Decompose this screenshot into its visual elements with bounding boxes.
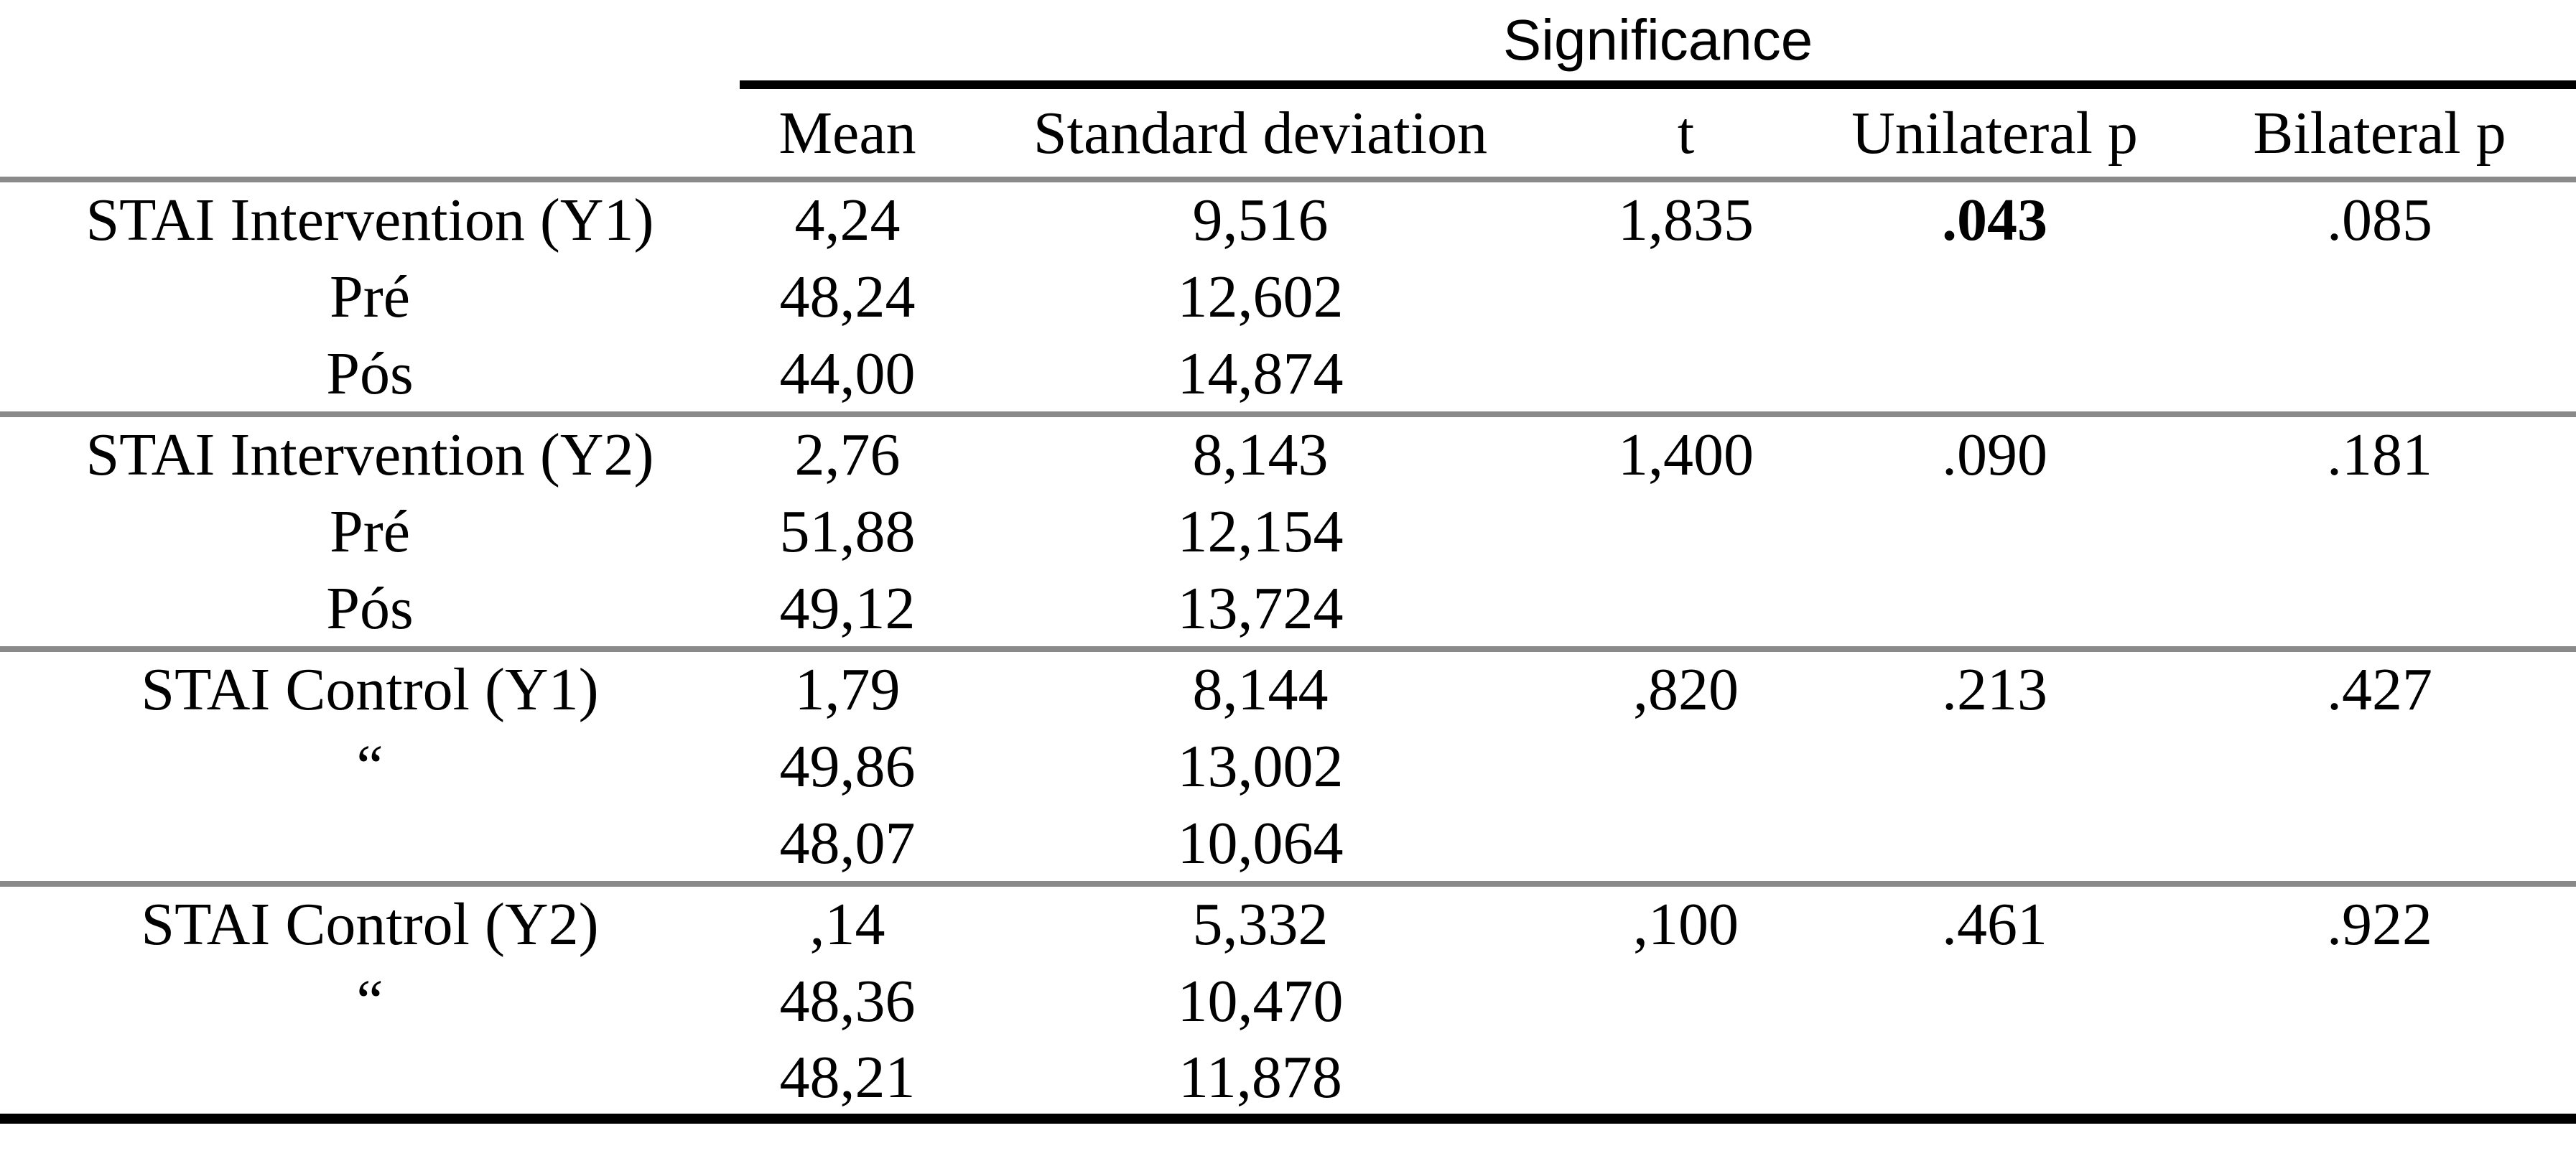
cell-bilateral-p: .181 (2327, 421, 2433, 488)
cell-mean: 48,07 (740, 806, 955, 887)
cell-sd: 8,143 (1192, 421, 1329, 488)
cell-sd: 10,470 (1177, 968, 1344, 1035)
cell-mean: 51,88 (779, 498, 916, 565)
cell-bilateral-p (2183, 962, 2576, 1040)
column-header-row: Mean Standard deviation t Unilateral p B… (0, 85, 2576, 182)
cell-bilateral-p: .085 (2327, 187, 2433, 253)
cell-t (1566, 806, 1806, 887)
row-label: Pós (0, 336, 740, 417)
cell-t (1566, 336, 1806, 417)
column-header-sd: Standard deviation (955, 85, 1566, 182)
table-row: Pré 48,24 12,602 (0, 258, 2576, 336)
cell-unilateral-p (1806, 258, 2183, 336)
row-label: Pré (330, 264, 410, 330)
row-label-ditto: “ (356, 733, 383, 800)
cell-t (1566, 962, 1806, 1040)
cell-bilateral-p: .922 (2327, 891, 2433, 958)
cell-mean: 48,36 (779, 968, 916, 1035)
row-label (0, 806, 740, 887)
cell-unilateral-p: .461 (1942, 891, 2047, 958)
cell-sd: 12,602 (1177, 264, 1344, 330)
cell-sd: 11,878 (955, 1040, 1566, 1124)
cell-unilateral-p (1806, 571, 2183, 652)
cell-sd: 10,064 (955, 806, 1566, 887)
column-header-unilateral-p: Unilateral p (1806, 85, 2183, 182)
cell-sd: 12,154 (1177, 498, 1344, 565)
cell-bilateral-p (2183, 258, 2576, 336)
cell-sd: 13,724 (955, 571, 1566, 652)
stats-table: Significance Mean Standard deviation t U… (0, 0, 2576, 1124)
column-header-bilateral-p: Bilateral p (2183, 85, 2576, 182)
cell-sd: 5,332 (1192, 891, 1329, 958)
corner-empty-cell (0, 0, 740, 85)
table-row: 48,07 10,064 (0, 806, 2576, 887)
cell-t: 1,400 (1618, 421, 1754, 488)
cell-sd: 13,002 (1177, 733, 1344, 800)
cell-t (1566, 258, 1806, 336)
cell-t (1566, 571, 1806, 652)
cell-bilateral-p (2183, 727, 2576, 806)
cell-bilateral-p (2183, 571, 2576, 652)
table-row: Pré 51,88 12,154 (0, 493, 2576, 571)
cell-bilateral-p (2183, 806, 2576, 887)
cell-bilateral-p (2183, 1040, 2576, 1124)
cell-bilateral-p (2183, 493, 2576, 571)
cell-unilateral-p: .090 (1942, 421, 2047, 488)
row-label: STAI Intervention (Y1) (85, 187, 654, 253)
cell-unilateral-p (1806, 1040, 2183, 1124)
table-row: Pós 49,12 13,724 (0, 571, 2576, 652)
table-row: STAI Intervention (Y2) 2,76 8,143 1,400 … (0, 414, 2576, 493)
row-label: Pré (330, 498, 410, 565)
cell-mean: 44,00 (740, 336, 955, 417)
table-row: STAI Control (Y2) ,14 5,332 ,100 .461 .9… (0, 884, 2576, 962)
table-row: STAI Control (Y1) 1,79 8,144 ,820 .213 .… (0, 649, 2576, 727)
row-label (0, 1040, 740, 1124)
cell-t: 1,835 (1618, 187, 1754, 253)
cell-mean: 4,24 (794, 187, 901, 253)
table-row: “ 49,86 13,002 (0, 727, 2576, 806)
cell-sd: 8,144 (1192, 656, 1329, 723)
cell-t: ,100 (1633, 891, 1739, 958)
cell-bilateral-p (2183, 336, 2576, 417)
cell-mean: 1,79 (794, 656, 901, 723)
column-header-t: t (1566, 85, 1806, 182)
cell-mean: 48,21 (740, 1040, 955, 1124)
cell-sd: 9,516 (1192, 187, 1329, 253)
cell-unilateral-p: .043 (1942, 187, 2047, 253)
column-header-label (0, 85, 740, 182)
cell-t (1566, 493, 1806, 571)
significance-header-row: Significance (0, 0, 2576, 89)
cell-unilateral-p (1806, 493, 2183, 571)
significance-header: Significance (740, 0, 2576, 89)
cell-sd: 14,874 (955, 336, 1566, 417)
cell-mean: 48,24 (779, 264, 916, 330)
cell-unilateral-p (1806, 336, 2183, 417)
cell-t (1566, 1040, 1806, 1124)
cell-t (1566, 727, 1806, 806)
cell-mean: ,14 (809, 891, 885, 958)
row-label: Pós (0, 571, 740, 652)
cell-unilateral-p (1806, 727, 2183, 806)
cell-unilateral-p (1806, 806, 2183, 887)
row-label: STAI Control (Y2) (141, 891, 599, 958)
row-label-ditto: “ (356, 968, 383, 1035)
cell-mean: 2,76 (794, 421, 901, 488)
table-row: Pós 44,00 14,874 (0, 336, 2576, 417)
cell-unilateral-p (1806, 962, 2183, 1040)
cell-unilateral-p: .213 (1942, 656, 2047, 723)
cell-t: ,820 (1633, 656, 1739, 723)
row-label: STAI Intervention (Y2) (85, 421, 654, 488)
cell-bilateral-p: .427 (2327, 656, 2433, 723)
column-header-mean: Mean (740, 85, 955, 182)
cell-mean: 49,86 (779, 733, 916, 800)
row-label: STAI Control (Y1) (141, 656, 599, 723)
table-row: “ 48,36 10,470 (0, 962, 2576, 1040)
table-row: 48,21 11,878 (0, 1040, 2576, 1124)
table-row: STAI Intervention (Y1) 4,24 9,516 1,835 … (0, 180, 2576, 258)
cell-mean: 49,12 (740, 571, 955, 652)
